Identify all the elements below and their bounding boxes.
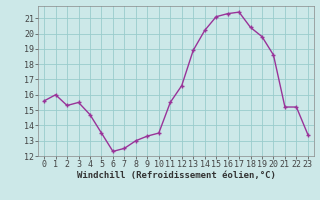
X-axis label: Windchill (Refroidissement éolien,°C): Windchill (Refroidissement éolien,°C) bbox=[76, 171, 276, 180]
